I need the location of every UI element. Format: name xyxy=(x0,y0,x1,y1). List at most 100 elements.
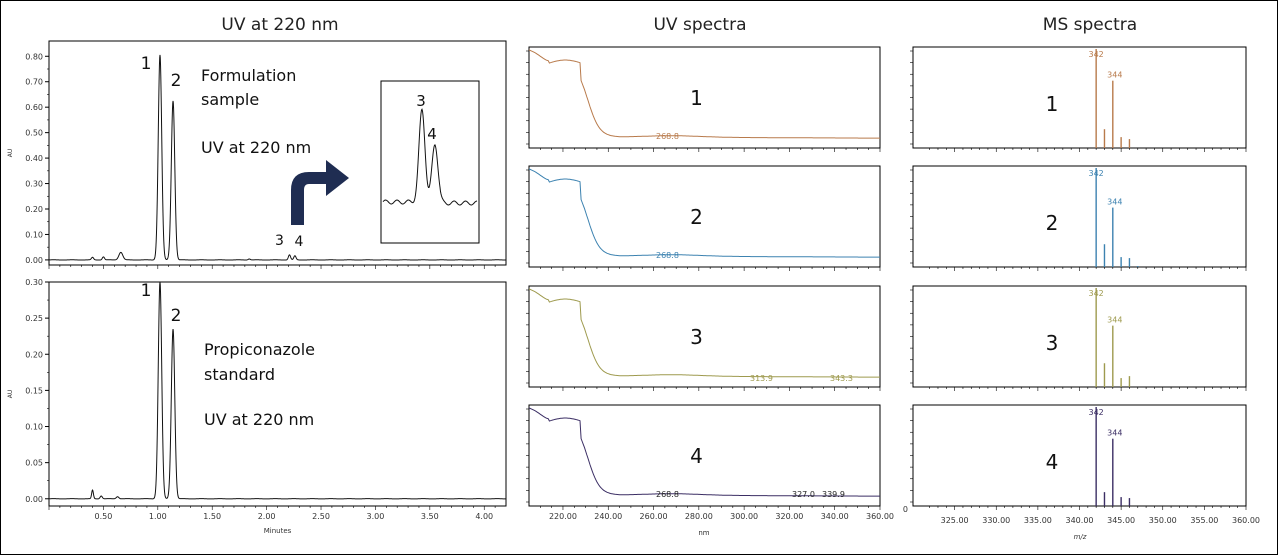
uv-spectrum-number: 4 xyxy=(690,444,703,468)
x-axis-label: Minutes xyxy=(264,527,292,535)
x-tick-label: 260.00 xyxy=(640,512,668,521)
uv-spectrum-number: 1 xyxy=(690,86,703,110)
x-tick-label: 220.00 xyxy=(549,512,577,521)
x-tick-label: 325.00 xyxy=(941,516,969,525)
peak-label-2: 2 xyxy=(171,71,182,91)
y-tick-label: 0.30 xyxy=(25,180,43,189)
x-tick-label: 360.00 xyxy=(1232,516,1260,525)
inset-peak-label-3: 3 xyxy=(416,92,426,110)
x-tick-label: 4.00 xyxy=(475,512,493,521)
uv-spectrum-trace xyxy=(528,49,880,139)
uv-spectrum-trace xyxy=(528,288,880,378)
x-axis-label: m/z xyxy=(1074,533,1087,541)
x-tick-label: 300.00 xyxy=(730,512,758,521)
y-tick-label: 0.05 xyxy=(25,459,43,468)
annotation-formulation: Formulation xyxy=(201,66,296,85)
x-tick-label: 240.00 xyxy=(594,512,622,521)
uv-spectrum-frame xyxy=(528,165,881,268)
chromatogram-frame xyxy=(48,281,507,507)
y-zero-label: 0 xyxy=(903,505,908,514)
uv-peak-label: 313.9 xyxy=(750,374,773,383)
peak-label-1: 1 xyxy=(141,281,152,301)
peak-label-4: 4 xyxy=(294,234,303,250)
x-tick-label: 345.00 xyxy=(1107,516,1135,525)
ms-spectrum-number: 1 xyxy=(1046,92,1059,116)
uv-peak-label: 268.8 xyxy=(656,132,679,141)
y-axis-label: AU xyxy=(7,390,14,399)
x-tick-label: 340.00 xyxy=(821,512,849,521)
annotation-uv-wavelength: UV at 220 nm xyxy=(204,410,314,429)
x-tick-label: 3.00 xyxy=(367,512,385,521)
inset-frame xyxy=(380,80,480,244)
y-tick-label: 0.50 xyxy=(25,129,43,138)
y-tick-label: 0.00 xyxy=(25,495,43,504)
ms-peak-label-344: 344 xyxy=(1107,198,1122,207)
peak-label-2: 2 xyxy=(171,306,182,326)
x-tick-label: 2.00 xyxy=(258,512,276,521)
y-axis-label: AU xyxy=(7,149,14,158)
ms-peak-label-342: 342 xyxy=(1089,289,1104,298)
y-tick-label: 0.40 xyxy=(25,154,43,163)
x-tick-label: 350.00 xyxy=(1149,516,1177,525)
uv-spectrum-number: 2 xyxy=(690,205,703,229)
inset-trace xyxy=(382,108,478,206)
ms-spectrum-frame xyxy=(912,285,1247,388)
ms-spectrum-frame xyxy=(912,404,1247,507)
y-tick-label: 0.20 xyxy=(25,350,43,359)
inset-peak-label-4: 4 xyxy=(427,125,437,143)
uv-spectrum-trace xyxy=(528,407,880,497)
y-tick-label: 0.70 xyxy=(25,78,43,87)
uv-peak-label: 339.9 xyxy=(822,490,845,499)
uv-peak-label: 327.0 xyxy=(792,490,815,499)
curved-arrow-icon xyxy=(291,160,349,225)
y-tick-label: 0.25 xyxy=(25,314,43,323)
ms-spectrum-number: 2 xyxy=(1046,211,1059,235)
ms-peak-label-342: 342 xyxy=(1089,169,1104,178)
ms-spectrum-frame xyxy=(912,165,1247,268)
ms-spectrum-number: 4 xyxy=(1046,450,1059,474)
ms-peak-label-344: 344 xyxy=(1107,316,1122,325)
column-title-uv220: UV at 220 nm xyxy=(221,15,339,35)
ms-peak-label-344: 344 xyxy=(1107,429,1122,438)
annotation-propiconazole: Propiconazole xyxy=(204,340,315,359)
annotation-uv-wavelength: UV at 220 nm xyxy=(201,138,311,157)
annotation-sample: sample xyxy=(201,90,259,109)
column-title-uv-spectra: UV spectra xyxy=(653,15,747,35)
peak-label-3: 3 xyxy=(275,233,284,249)
uv-spectrum-frame xyxy=(528,285,881,388)
uv-peak-label: 343.3 xyxy=(830,374,853,383)
x-tick-label: 330.00 xyxy=(982,516,1010,525)
y-tick-label: 0.20 xyxy=(25,205,43,214)
x-tick-label: 2.50 xyxy=(312,512,330,521)
chromatogram-trace xyxy=(48,281,506,500)
chromatogram-trace xyxy=(48,54,506,261)
x-tick-label: 3.50 xyxy=(421,512,439,521)
ms-spectrum-number: 3 xyxy=(1046,331,1059,355)
x-tick-label: 335.00 xyxy=(1024,516,1052,525)
peak-label-1: 1 xyxy=(141,54,152,74)
x-tick-label: 320.00 xyxy=(775,512,803,521)
x-tick-label: 280.00 xyxy=(685,512,713,521)
x-tick-label: 340.00 xyxy=(1066,516,1094,525)
annotation-standard: standard xyxy=(204,365,275,384)
column-title-ms-spectra: MS spectra xyxy=(1042,15,1138,35)
y-tick-label: 0.15 xyxy=(25,386,43,395)
y-tick-label: 0.00 xyxy=(25,256,43,265)
uv-spectrum-trace xyxy=(528,168,880,258)
ms-peak-label-342: 342 xyxy=(1089,408,1104,417)
ms-peak-label-344: 344 xyxy=(1107,71,1122,80)
x-tick-label: 355.00 xyxy=(1190,516,1218,525)
y-tick-label: 0.10 xyxy=(25,230,43,239)
x-tick-label: 360.00 xyxy=(866,512,894,521)
uv-spectrum-number: 3 xyxy=(690,325,703,349)
y-tick-label: 0.80 xyxy=(25,52,43,61)
y-tick-label: 0.10 xyxy=(25,423,43,432)
x-axis-label: nm xyxy=(698,529,709,537)
uv-peak-label: 268.8 xyxy=(656,251,679,260)
x-tick-label: 0.50 xyxy=(94,512,112,521)
y-tick-label: 0.60 xyxy=(25,103,43,112)
uv-peak-label: 268.8 xyxy=(656,490,679,499)
